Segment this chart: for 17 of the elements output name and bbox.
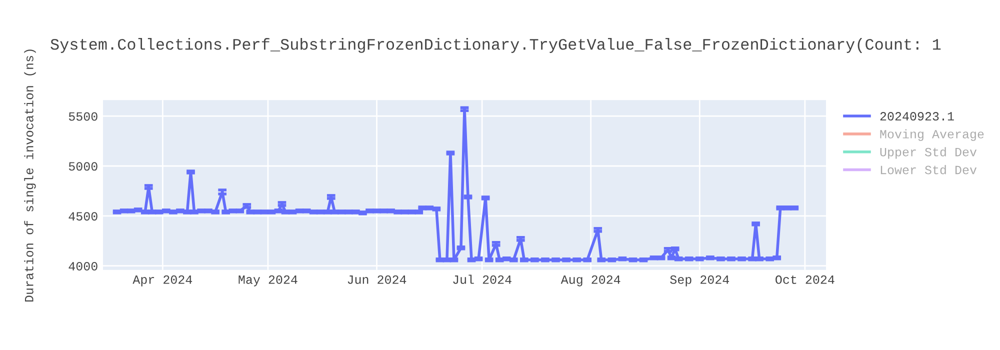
x-tick-label: Jun 2024 xyxy=(348,275,406,284)
x-tick-label: Jul 2024 xyxy=(453,274,512,284)
x-tick-label: Sep 2024 xyxy=(670,275,730,286)
x-tick-label: Oct 2024 xyxy=(776,275,834,284)
legend-label: Lower Std Dev xyxy=(880,165,977,174)
legend-label: Moving Average xyxy=(880,129,984,141)
legend-label: 20240923.1 xyxy=(880,112,954,121)
x-tick-label: Aug 2024 xyxy=(560,275,620,286)
y-tick-label: 4000 xyxy=(68,262,98,271)
y-tick-label: 4500 xyxy=(68,212,98,221)
y-axis-title: Duration of single invocation (ns) xyxy=(24,50,36,302)
y-tick-label: 5000 xyxy=(68,162,98,171)
legend-label: Upper Std Dev xyxy=(880,147,977,159)
x-tick-label: Apr 2024 xyxy=(132,275,192,286)
x-tick-label: May 2024 xyxy=(238,275,298,286)
chart-title: System.Collections.Perf_SubstringFrozenDictionary.TryGetValue_False_FrozenDictionary(Count: 1 xyxy=(50,38,941,53)
y-tick-label: 5500 xyxy=(68,112,98,121)
